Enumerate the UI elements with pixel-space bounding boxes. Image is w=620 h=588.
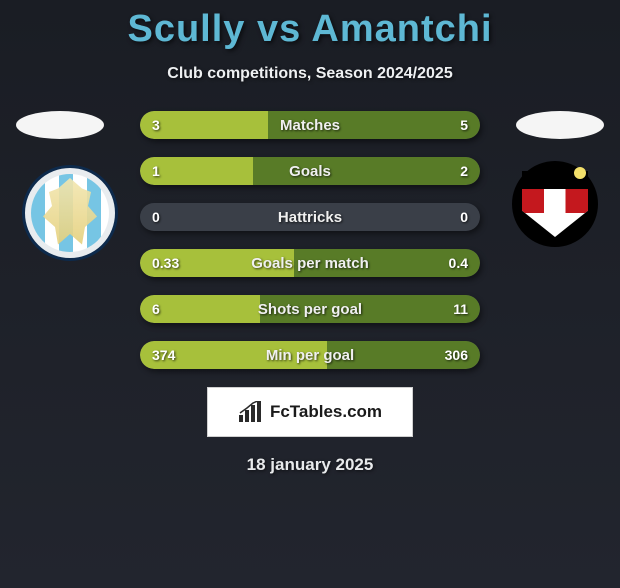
- crest-left-eagle-icon: [40, 178, 100, 248]
- stat-label: Goals: [140, 163, 480, 180]
- stat-label: Shots per goal: [140, 301, 480, 318]
- page-title: Scully vs Amantchi: [0, 8, 620, 51]
- crest-left-stripes: [31, 174, 109, 252]
- stat-row: Matches3 5: [140, 111, 480, 139]
- stat-row: Goals1 2: [140, 157, 480, 185]
- crest-right-shield: [522, 171, 588, 237]
- subtitle: Club competitions, Season 2024/2025: [0, 65, 620, 83]
- brand-text: FcTables.com: [270, 402, 382, 422]
- stat-label: Goals per match: [140, 255, 480, 272]
- stat-value-left: 0.33: [152, 255, 179, 271]
- crest-right-sun-icon: [574, 167, 586, 179]
- flag-right-placeholder: [516, 111, 604, 139]
- stats-bars: Matches3 5 Goals1 2 Hattricks0 0 Goals per mat…: [140, 111, 480, 369]
- stat-value-right: 5: [460, 117, 468, 133]
- stat-value-right: 0.4: [449, 255, 468, 271]
- stat-value-right: 306: [445, 347, 468, 363]
- comparison-area: Matches3 5 Goals1 2 Hattricks0 0 Goals per mat…: [0, 111, 620, 369]
- stat-row: Min per goal374 306: [140, 341, 480, 369]
- stat-value-right: 2: [460, 163, 468, 179]
- bars-icon: [238, 401, 264, 423]
- footer-date: 18 january 2025: [0, 455, 620, 475]
- stat-row: Hattricks0 0: [140, 203, 480, 231]
- stat-row: Goals per match0.33 0.4: [140, 249, 480, 277]
- stat-value-left: 1: [152, 163, 160, 179]
- stat-label: Matches: [140, 117, 480, 134]
- stat-value-left: 0: [152, 209, 160, 225]
- club-crest-right: [512, 161, 598, 247]
- stat-value-left: 3: [152, 117, 160, 133]
- stat-value-right: 11: [453, 301, 468, 317]
- stat-row: Shots per goal6 11: [140, 295, 480, 323]
- stat-value-right: 0: [460, 209, 468, 225]
- club-crest-left: [22, 165, 118, 261]
- stat-value-left: 374: [152, 347, 175, 363]
- stat-value-left: 6: [152, 301, 160, 317]
- stat-label: Min per goal: [140, 347, 480, 364]
- brand-badge[interactable]: FcTables.com: [207, 387, 413, 437]
- flag-left-placeholder: [16, 111, 104, 139]
- stat-label: Hattricks: [140, 209, 480, 226]
